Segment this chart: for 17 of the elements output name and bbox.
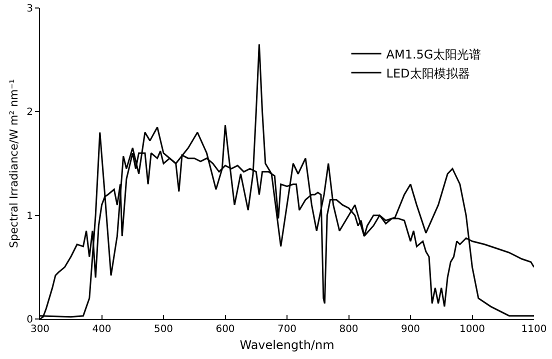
- x-tick-label: 700: [277, 324, 297, 335]
- x-tick-label: 1100: [521, 324, 547, 335]
- legend-label: LED太阳模拟器: [386, 66, 470, 80]
- y-tick-label: 0: [26, 314, 33, 326]
- x-axis-title: Wavelength/nm: [240, 338, 334, 352]
- legend-label: AM1.5G太阳光谱: [386, 47, 482, 62]
- x-tick-label: 800: [339, 324, 358, 335]
- x-tick-label: 1000: [460, 324, 485, 335]
- y-tick-label: 3: [26, 4, 33, 14]
- y-axis-title: Spectral Irradiance/W m² nm⁻¹: [7, 79, 20, 248]
- y-tick-label: 1: [26, 210, 33, 222]
- x-tick-label: 600: [216, 324, 235, 335]
- y-tick-label: 2: [26, 107, 33, 118]
- x-tick-label: 900: [400, 324, 420, 335]
- x-tick-label: 500: [154, 324, 174, 335]
- x-tick-label: 400: [92, 324, 112, 335]
- x-tick-label: 300: [30, 324, 50, 335]
